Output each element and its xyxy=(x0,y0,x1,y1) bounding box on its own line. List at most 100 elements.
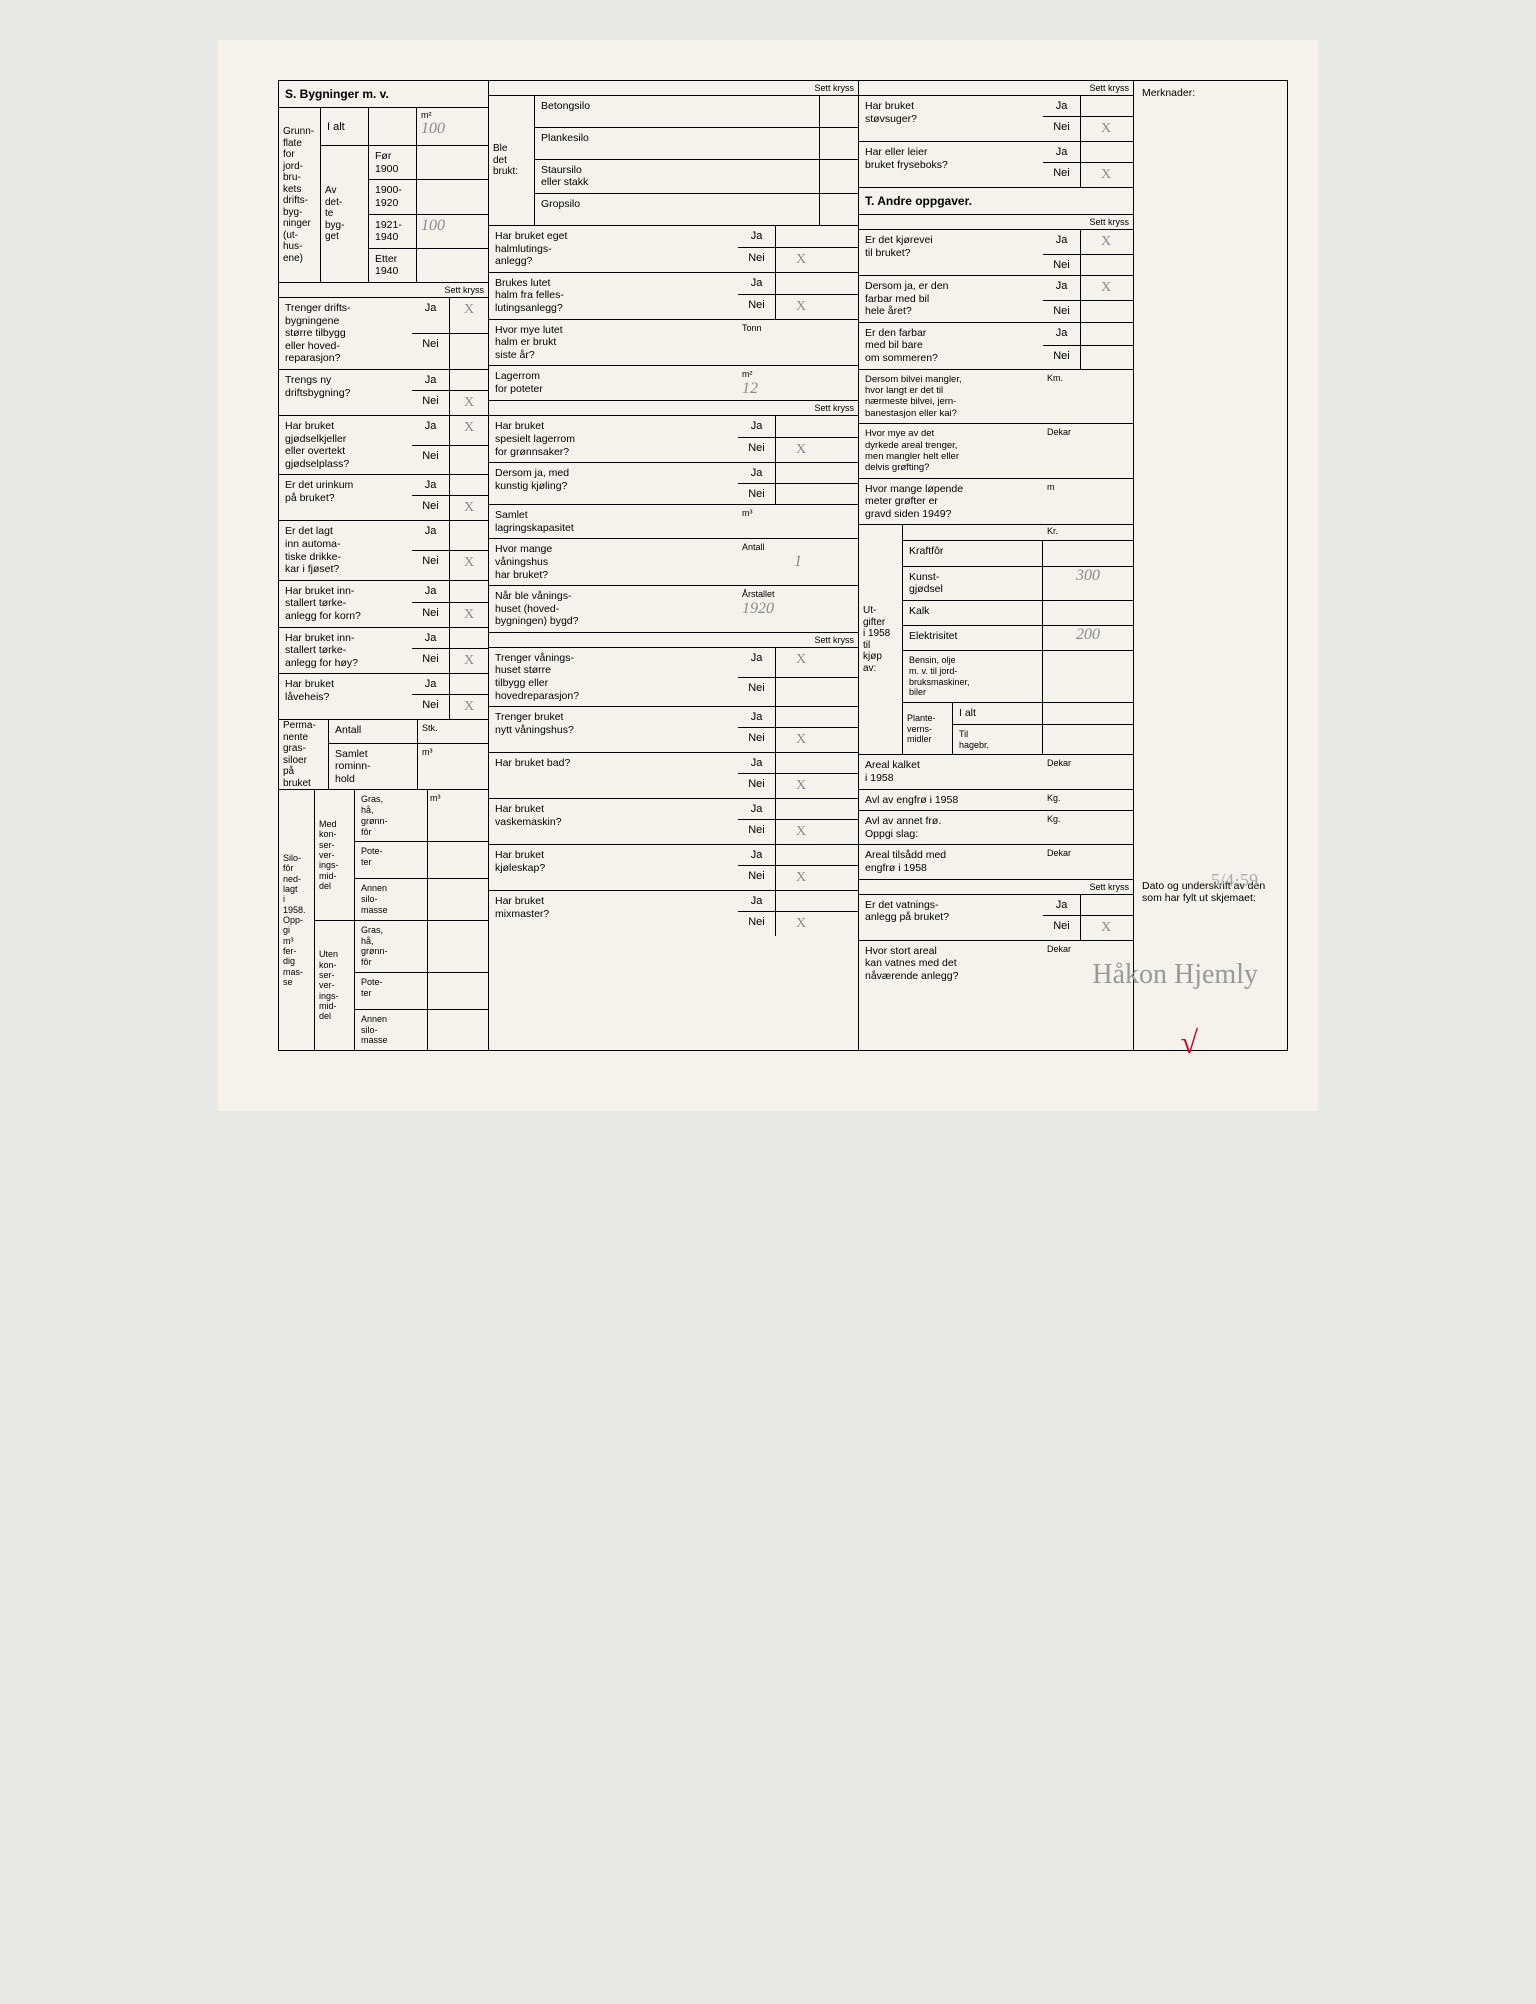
q6-nei-mark: X xyxy=(450,603,488,627)
form-page: S. Bygninger m. v. Grunn- flate for jord… xyxy=(218,40,1318,1111)
q-halmluting: Har bruket eget halmlutings- anlegg? xyxy=(489,226,738,272)
q-bad: Har bruket bad? xyxy=(489,753,738,798)
q2-nei-mark: X xyxy=(450,391,488,415)
q3-ja-mark: X xyxy=(450,416,488,445)
kg-unit: Kg. xyxy=(1047,793,1061,803)
c2q10-ja: X xyxy=(776,648,826,677)
q-mixmaster: Har bruket mixmaster? xyxy=(489,891,738,936)
period-1: 1900-1920 xyxy=(369,180,417,213)
exp-val-3: 200 xyxy=(1043,626,1133,650)
ialt-label: I alt xyxy=(321,108,369,145)
column-merknader: Merknader: Dato og underskrift av den so… xyxy=(1134,81,1287,1050)
q-vaningshus: Hvor mange våningshus har bruket? xyxy=(489,539,738,585)
samlet-label: Samlet rominn- hold xyxy=(329,744,418,790)
ialt-value: 100 xyxy=(421,120,484,138)
antall-label: Antall xyxy=(329,720,418,742)
c2q14-nei: X xyxy=(776,866,826,890)
tonn-unit: Tonn xyxy=(742,323,762,333)
q-engfro: Avl av engfrø i 1958 xyxy=(859,790,1043,811)
q-felles-luting: Brukes lutet halm fra felles- lutingsanl… xyxy=(489,273,738,319)
silo-label: Silo- fôr ned- lagt i 1958. Opp- gi m³ f… xyxy=(279,790,315,1050)
q7-nei-mark: X xyxy=(450,649,488,673)
merknader-label: Merknader: xyxy=(1142,87,1279,100)
period-0: Før 1900 xyxy=(369,146,417,179)
period-val-2: 100 xyxy=(417,215,488,248)
red-checkmark: √ xyxy=(1180,1024,1198,1061)
q-vatning: Er det vatnings- anlegg på bruket? xyxy=(859,895,1043,940)
c2q5-nei: X xyxy=(776,438,826,462)
section-t-header: T. Andre oppgaver. xyxy=(859,188,1133,215)
exp-elektrisitet: Elektrisitet xyxy=(903,626,1043,650)
c2q11-nei: X xyxy=(776,728,826,752)
c2q12-nei: X xyxy=(776,774,826,798)
q-laveheis: Har bruket låveheis? xyxy=(279,674,412,719)
q-farbar-aar: Dersom ja, er den farbar med bil hele år… xyxy=(859,276,1043,322)
c4q3-ja: X xyxy=(1081,230,1131,254)
perm-label: Perma- nente gras- siloer på bruket xyxy=(279,720,329,789)
silotype-2: Annen silo- masse xyxy=(355,879,428,919)
q-drikkekar: Er det lagt inn automa- tiske drikke- ka… xyxy=(279,521,412,579)
bygd-val: 1920 xyxy=(742,600,854,618)
c4q1-nei: X xyxy=(1081,117,1131,141)
signature: Håkon Hjemly xyxy=(1092,959,1258,991)
q-grofting: Hvor mye av det dyrkede areal trenger, m… xyxy=(859,424,1043,478)
plante-label: Plante- verns- midler xyxy=(903,703,953,754)
ja-label: Ja xyxy=(412,298,450,333)
silo-planke: Plankesilo xyxy=(535,128,820,159)
silo-staur: Staursilo eller stakk xyxy=(535,160,820,193)
period-val-1 xyxy=(417,180,488,213)
q-nytt-vh: Trenger bruket nytt våningshus? xyxy=(489,707,738,752)
silotype-1: Pote- ter xyxy=(355,842,428,878)
period-2: 1921-1940 xyxy=(369,215,417,248)
q-urinkum: Er det urinkum på bruket? xyxy=(279,475,412,520)
exp-kalk: Kalk xyxy=(903,601,1043,625)
q-grofter-gravd: Hvor mange løpende meter grøfter er grav… xyxy=(859,479,1043,525)
antall-unit: Antall xyxy=(742,542,765,552)
q-lagerkapasitet: Samlet lagringskapasitet xyxy=(489,505,738,538)
q8-nei-mark: X xyxy=(450,695,488,719)
ble-brukt-label: Ble det brukt: xyxy=(489,96,535,225)
q-kjorevei: Er det kjørevei til bruket? xyxy=(859,230,1043,275)
utgifter-label: Ut- gifter i 1958 til kjøp av: xyxy=(859,525,903,754)
period-val-0 xyxy=(417,146,488,179)
q-fryseboks: Har eller leier bruket fryseboks? xyxy=(859,142,1043,187)
q-kjoleskap: Har bruket kjøleskap? xyxy=(489,845,738,890)
q-kjoling: Dersom ja, med kunstig kjøling? xyxy=(489,463,738,504)
settkryss-label: Sett kryss xyxy=(279,283,488,298)
exp-bensin: Bensin, olje m. v. til jord- bruksmaskin… xyxy=(903,651,1043,702)
c2q1-nei: X xyxy=(776,248,826,272)
q-torke-hoy: Har bruket inn- stallert tørke- anlegg f… xyxy=(279,628,412,674)
q-ny-bygning: Trengs ny driftsbygning? xyxy=(279,370,412,415)
census-form: S. Bygninger m. v. Grunn- flate for jord… xyxy=(278,80,1288,1051)
c4q4-ja: X xyxy=(1081,276,1131,300)
potet-val: 12 xyxy=(742,380,854,398)
avdette-label: Av det- te byg- get xyxy=(321,146,369,282)
dekar-unit: Dekar xyxy=(1047,427,1071,437)
exp-kunstgjodsel: Kunst- gjødsel xyxy=(903,567,1043,600)
c2q2-nei: X xyxy=(776,295,826,319)
kr-unit: Kr. xyxy=(1043,525,1133,540)
c4q2-nei: X xyxy=(1081,163,1131,187)
date-handwritten: 5/4·59 xyxy=(1211,870,1258,891)
exp-kraftfor: Kraftfôr xyxy=(903,541,1043,565)
q1-ja-mark: X xyxy=(450,298,488,333)
q-vh-tilbygg: Trenger vånings- huset større tilbygg el… xyxy=(489,648,738,706)
plante-ialt: I alt xyxy=(953,703,1043,724)
medkon-label: Med kon- ser- ver- ings- mid- del xyxy=(315,790,355,920)
q-gjodsel: Har bruket gjødselkjeller eller overtekt… xyxy=(279,416,412,474)
arstall-unit: Årstallet xyxy=(742,589,775,599)
column-t: Sett kryss Har bruket støvsuger? Ja NeiX… xyxy=(859,81,1134,1050)
silo-betong: Betongsilo xyxy=(535,96,820,127)
q-tilsadd: Areal tilsådd med engfrø i 1958 xyxy=(859,845,1043,878)
exp-val-1: 300 xyxy=(1043,567,1133,600)
c4q13-nei: X xyxy=(1081,916,1131,940)
q-bygd: Når ble vånings- huset (hoved- bygningen… xyxy=(489,586,738,632)
silo-grop: Gropsilo xyxy=(535,194,820,225)
m-unit: m xyxy=(1047,482,1055,492)
q-stovsuger: Har bruket støvsuger? xyxy=(859,96,1043,141)
c2q13-nei: X xyxy=(776,820,826,844)
q-vaskemaskin: Har bruket vaskemaskin? xyxy=(489,799,738,844)
utenkon-label: Uten kon- ser- ver- ings- mid- del xyxy=(315,921,355,1051)
column-s: S. Bygninger m. v. Grunn- flate for jord… xyxy=(279,81,489,1050)
grunnflate-label: Grunn- flate for jord- bru- kets drifts-… xyxy=(279,108,321,282)
